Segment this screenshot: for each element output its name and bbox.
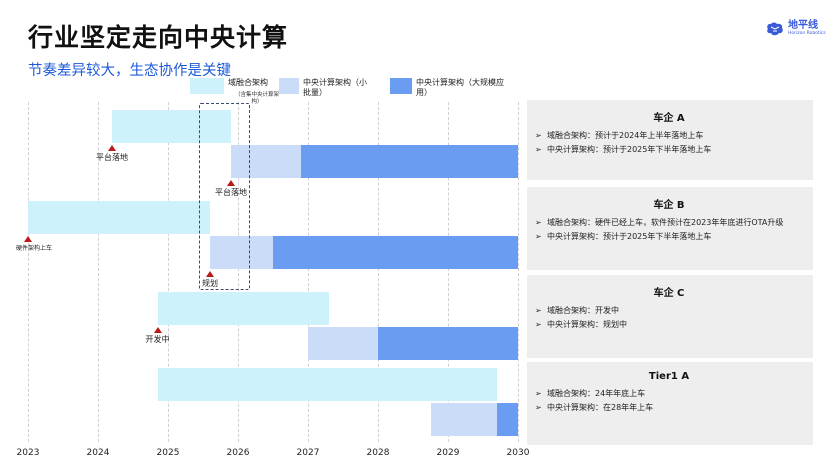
highlight-dashed-box xyxy=(199,103,250,290)
legend-central-large-label: 中央计算架构（大规模应用） xyxy=(416,78,504,97)
legend-domain-label: 域融合架构 xyxy=(228,78,268,87)
x-tick-label: 2023 xyxy=(16,448,40,458)
panel-title: Tier1 A xyxy=(648,371,690,382)
bullet-arrow-icon: ➢ xyxy=(535,389,542,398)
panel-bullet-item: ➢ 域融合架构：预计于2024年上半年落地上车 xyxy=(535,129,803,143)
brain-logo-icon xyxy=(767,22,783,35)
panel-bullet-text: 中央计算架构：在28年年上车 xyxy=(547,403,654,412)
timeline-bar-central-large xyxy=(378,327,518,360)
panel-bullet-item: ➢ 中央计算架构：预计于2025年下半年落地上车 xyxy=(535,143,803,157)
milestone-marker-icon xyxy=(227,180,235,186)
timeline-bar-central-small xyxy=(308,327,378,360)
gridline xyxy=(28,102,29,442)
legend-domain: 域融合架构 xyxy=(190,78,268,94)
gridline xyxy=(168,102,169,442)
x-tick-label: 2027 xyxy=(296,448,320,458)
legend-domain-note: （含集中央计算架构） xyxy=(234,92,279,105)
timeline-bar-domain xyxy=(157,292,329,325)
panel-bullet-text: 中央计算架构：预计于2025年下半年落地上车 xyxy=(547,232,712,241)
legend-central-large: 中央计算架构（大规模应用） xyxy=(390,78,520,98)
company-panel: 车企 C ➢ 域融合架构：开发中 ➢ 中央计算架构：规划中 xyxy=(527,275,813,358)
panel-bullet-item: ➢ 中央计算架构：在28年年上车 xyxy=(535,401,803,415)
x-tick-label: 2029 xyxy=(436,448,460,458)
bullet-arrow-icon: ➢ xyxy=(535,145,542,154)
company-panel: Tier1 A ➢ 域融合架构：24年年底上车 ➢ 中央计算架构：在28年年上车 xyxy=(527,362,813,445)
milestone-marker-icon xyxy=(24,236,32,242)
milestone-marker-icon xyxy=(108,145,116,151)
company-panel: 车企 B ➢ 域融合架构：硬件已经上车，软件预计在2023年年底进行OTA升级 ➢ 中央… xyxy=(527,187,813,270)
timeline-bar-central-small xyxy=(210,236,273,269)
bullet-arrow-icon: ➢ xyxy=(535,320,542,329)
timeline-bar-domain xyxy=(28,201,210,234)
timeline-bar-central-large xyxy=(273,236,518,269)
panel-bullet-item: ➢ 域融合架构：24年年底上车 xyxy=(535,387,803,401)
timeline-bar-central-small xyxy=(231,145,301,178)
page-title: 行业坚定走向中央计算 xyxy=(28,23,289,52)
milestone-label: 平台落地 xyxy=(215,188,247,197)
panel-title: 车企 A xyxy=(653,113,685,124)
gridline xyxy=(378,102,379,442)
panel-title: 车企 C xyxy=(653,288,685,299)
milestone-label: 平台落地 xyxy=(96,153,128,162)
gridline xyxy=(308,102,309,442)
bullet-arrow-icon: ➢ xyxy=(535,306,542,315)
page-subtitle: 节奏差异较大，生态协作是关键 xyxy=(28,63,231,79)
panel-bullet-text: 中央计算架构：规划中 xyxy=(547,320,627,329)
legend-central-small-swatch xyxy=(279,78,299,94)
milestone-label: 硬件架构上车 xyxy=(15,245,53,252)
panel-bullet-text: 域融合架构：硬件已经上车，软件预计在2023年年底进行OTA升级 xyxy=(547,218,784,227)
bullet-arrow-icon: ➢ xyxy=(535,218,542,227)
milestone-marker-icon xyxy=(206,271,214,277)
x-tick-label: 2026 xyxy=(226,448,250,458)
gridline xyxy=(98,102,99,442)
timeline-bar-central-large xyxy=(301,145,518,178)
logo-name: 地平线 xyxy=(788,20,818,31)
bullet-arrow-icon: ➢ xyxy=(535,232,542,241)
timeline-bar-central-small xyxy=(430,403,497,436)
panel-title: 车企 B xyxy=(653,200,685,211)
logo-subtitle: Horizon Robotics xyxy=(788,31,826,36)
x-tick-label: 2024 xyxy=(86,448,110,458)
milestone-label: 规划 xyxy=(202,279,218,288)
x-tick-label: 2028 xyxy=(366,448,390,458)
timeline-bar-domain xyxy=(157,368,497,401)
panel-bullet-item: ➢ 域融合架构：硬件已经上车，软件预计在2023年年底进行OTA升级 xyxy=(535,216,803,230)
brand-logo: 地平线 Horizon Robotics xyxy=(765,20,826,37)
legend-domain-swatch xyxy=(190,78,224,94)
bullet-arrow-icon: ➢ xyxy=(535,131,542,140)
x-tick-label: 2025 xyxy=(156,448,180,458)
panel-bullet-item: ➢ 域融合架构：开发中 xyxy=(535,304,803,318)
timeline-bar-central-large xyxy=(497,403,518,436)
milestone-marker-icon xyxy=(153,327,162,333)
x-tick-label: 2030 xyxy=(506,448,530,458)
gridline xyxy=(448,102,449,442)
panel-bullet-text: 中央计算架构：预计于2025年下半年落地上车 xyxy=(547,145,712,154)
milestone-label: 开发中 xyxy=(145,335,170,344)
panel-bullet-item: ➢ 中央计算架构：预计于2025年下半年落地上车 xyxy=(535,230,803,244)
legend-central-small: 中央计算架构（小批量） xyxy=(279,78,379,98)
gridline xyxy=(238,102,239,442)
panel-bullet-item: ➢ 中央计算架构：规划中 xyxy=(535,318,803,332)
panel-bullet-text: 域融合架构：开发中 xyxy=(547,306,619,315)
legend-central-small-label: 中央计算架构（小批量） xyxy=(303,78,367,97)
timeline-bar-domain xyxy=(112,110,231,143)
panel-bullet-text: 域融合架构：预计于2024年上半年落地上车 xyxy=(547,131,704,140)
legend-central-large-swatch xyxy=(390,78,412,94)
company-panel: 车企 A ➢ 域融合架构：预计于2024年上半年落地上车 ➢ 中央计算架构：预计于202… xyxy=(527,100,813,180)
bullet-arrow-icon: ➢ xyxy=(535,403,542,412)
gridline xyxy=(518,102,519,442)
panel-bullet-text: 域融合架构：24年年底上车 xyxy=(547,389,646,398)
